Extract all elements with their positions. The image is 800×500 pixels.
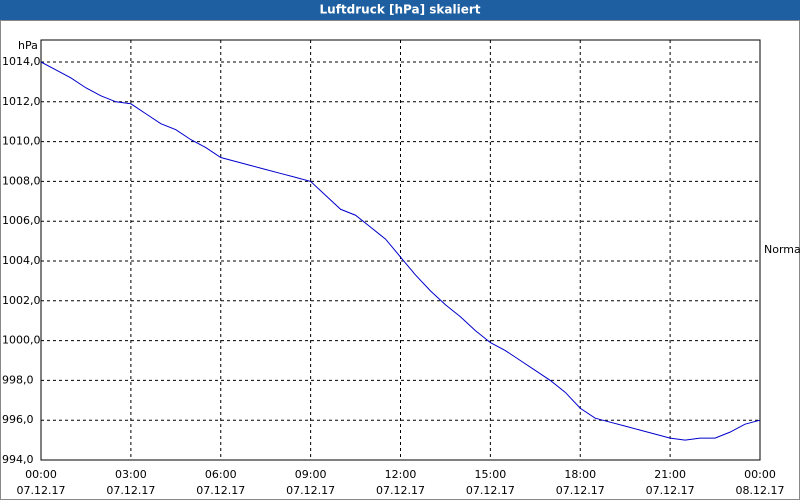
x-tick-label: 03:00 [115,468,147,481]
x-tick-label: 09:00 [295,468,327,481]
x-tick-label: 18:00 [564,468,596,481]
y-tick-label: 1002,0 [2,294,41,307]
y-unit: hPa [18,39,38,52]
x-tick-label: 00:00 [25,468,57,481]
x-tick-label: 00:00 [744,468,776,481]
x-tick-label: 15:00 [475,468,507,481]
y-tick-label: 1008,0 [2,174,41,187]
x-tick-date: 07.12.17 [376,484,425,497]
x-tick-date: 07.12.17 [286,484,335,497]
x-tick-label: 06:00 [205,468,237,481]
x-tick-date: 07.12.17 [106,484,155,497]
line [40,61,761,441]
y-tick-label: 1014,0 [2,55,41,68]
x-tick-label: 12:00 [385,468,417,481]
x-tick-label: 21:00 [654,468,686,481]
y-tick-label: 1012,0 [2,95,41,108]
y-tick-label: 994,0 [2,453,34,466]
y-tick-label: 1006,0 [2,214,41,227]
y-tick-label: 1004,0 [2,254,41,267]
y-tick-label: 996,0 [2,413,34,426]
title-bar [0,0,800,20]
y-tick-label: 1010,0 [2,135,41,148]
x-tick-date: 07.12.17 [17,484,66,497]
legend-entry: Normal [764,243,800,256]
chart-title: Luftdruck [hPa] skaliert [320,3,481,17]
y-tick-label: 998,0 [2,373,34,386]
x-tick-date: 07.12.17 [646,484,695,497]
x-tick-date: 07.12.17 [196,484,245,497]
y-tick-label: 1000,0 [2,334,41,347]
x-tick-date: 07.12.17 [556,484,605,497]
x-tick-date: 08.12.17 [736,484,785,497]
x-tick-date: 07.12.17 [466,484,515,497]
